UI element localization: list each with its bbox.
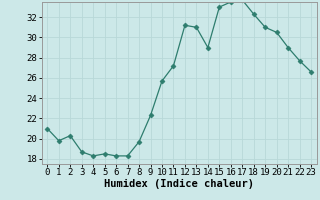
X-axis label: Humidex (Indice chaleur): Humidex (Indice chaleur) [104, 179, 254, 189]
